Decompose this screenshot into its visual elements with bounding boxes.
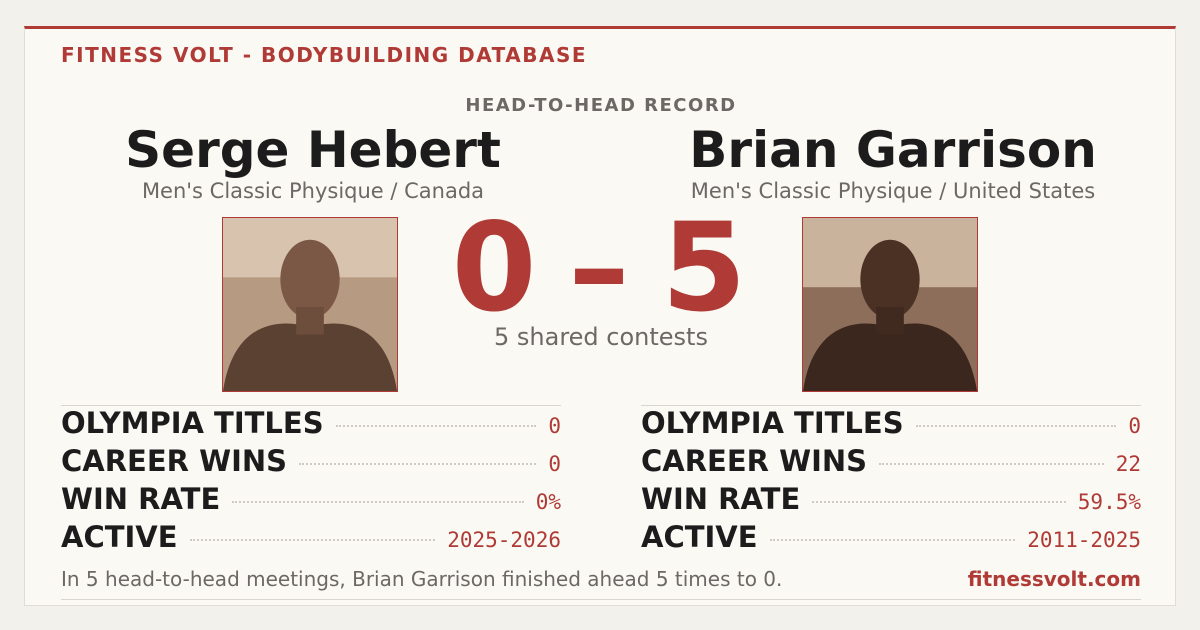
athlete-division: Men's Classic Physique / Canada xyxy=(141,179,485,203)
athlete-name: Brian Garrison xyxy=(689,121,1097,179)
leader xyxy=(189,539,436,541)
athlete-photo xyxy=(222,217,398,392)
stat-value: 0 xyxy=(548,452,561,476)
footer: In 5 head-to-head meetings, Brian Garris… xyxy=(61,567,1141,600)
stat-value: 0 xyxy=(1128,414,1141,438)
stats: OLYMPIA TITLES 0 CAREER WINS 0 WIN RATE 0% ACT… xyxy=(61,405,561,558)
stat-row: WIN RATE 59.5% xyxy=(641,482,1141,520)
stat-row: CAREER WINS 22 xyxy=(641,444,1141,482)
stat-value: 2025-2026 xyxy=(447,528,561,552)
stat-value: 0 xyxy=(548,414,561,438)
stat-row: OLYMPIA TITLES 0 xyxy=(61,406,561,444)
footer-summary: In 5 head-to-head meetings, Brian Garris… xyxy=(61,567,783,591)
site-link[interactable]: fitnessvolt.com xyxy=(967,567,1141,591)
score-caption: 5 shared contests xyxy=(494,323,708,351)
leader xyxy=(335,425,537,427)
athlete-photo xyxy=(802,217,978,392)
stat-label: WIN RATE xyxy=(641,482,801,516)
stat-label: CAREER WINS xyxy=(61,444,288,478)
score: 0–5 xyxy=(401,197,801,339)
leader xyxy=(879,463,1104,465)
stat-value: 22 xyxy=(1115,452,1141,476)
stat-value: 0% xyxy=(535,490,561,514)
stat-label: ACTIVE xyxy=(641,520,758,554)
stat-row: CAREER WINS 0 xyxy=(61,444,561,482)
athlete-division: Men's Classic Physique / United States xyxy=(690,179,1096,203)
stat-label: OLYMPIA TITLES xyxy=(641,406,904,440)
score-left: 0 xyxy=(451,197,541,339)
stat-label: CAREER WINS xyxy=(641,444,868,478)
stat-row: OLYMPIA TITLES 0 xyxy=(641,406,1141,444)
leader xyxy=(812,501,1066,503)
stat-label: WIN RATE xyxy=(61,482,221,516)
stat-label: OLYMPIA TITLES xyxy=(61,406,324,440)
stats: OLYMPIA TITLES 0 CAREER WINS 22 WIN RATE 59.5… xyxy=(641,405,1141,558)
stat-row: WIN RATE 0% xyxy=(61,482,561,520)
brand: FITNESS VOLT - BODYBUILDING DATABASE xyxy=(61,43,588,67)
card: FITNESS VOLT - BODYBUILDING DATABASE HEA… xyxy=(24,26,1176,606)
stat-value: 2011-2025 xyxy=(1027,528,1141,552)
stat-row: ACTIVE 2011-2025 xyxy=(641,520,1141,558)
score-right: 5 xyxy=(661,197,751,339)
leader xyxy=(232,501,524,503)
leader xyxy=(769,539,1016,541)
subtitle: HEAD-TO-HEAD RECORD xyxy=(465,95,737,116)
stat-label: ACTIVE xyxy=(61,520,178,554)
leader xyxy=(299,463,537,465)
score-separator: – xyxy=(568,197,634,339)
stat-value: 59.5% xyxy=(1077,490,1141,514)
leader xyxy=(915,425,1117,427)
stat-row: ACTIVE 2025-2026 xyxy=(61,520,561,558)
athlete-name: Serge Hebert xyxy=(125,121,501,179)
